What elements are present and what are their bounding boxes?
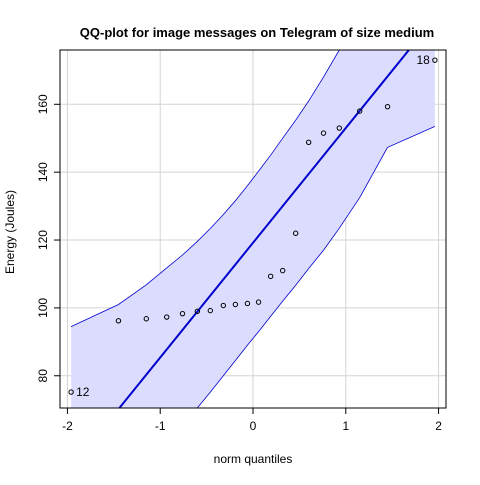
data-point [267,273,274,280]
y-tick-label: 140 [36,162,50,182]
data-point [68,389,74,395]
data-point [164,314,170,320]
band-upper-line [70,50,435,327]
data-point [232,301,239,308]
data-point [320,130,327,136]
data-point [194,308,201,314]
y-tick-label: 160 [36,94,50,114]
data-point [244,300,251,307]
data-point [220,302,227,309]
data-point [292,230,299,236]
y-axis-label: Energy (Joules) [3,190,17,274]
data-point [279,267,286,274]
data-point [143,316,149,322]
data-point [357,108,363,114]
chart-title: QQ-plot for image messages on Telegram o… [80,25,434,40]
y-tick-label: 100 [36,298,50,318]
data-point [255,299,262,305]
data-point [336,125,342,131]
reference-line [118,50,410,408]
x-tick-label: 2 [435,419,442,433]
point-label: 12 [76,385,90,399]
band-lower-line [71,126,436,408]
data-point [432,57,438,63]
x-tick-label: 0 [250,419,257,433]
y-tick-label: 120 [36,230,50,250]
x-tick-label: -1 [155,419,166,433]
y-tick-label: 80 [36,369,50,383]
x-tick-label: -2 [62,419,73,433]
x-tick-label: 1 [342,419,349,433]
x-axis-label: norm quantiles [214,452,293,466]
data-point [384,103,391,110]
point-label: 18 [417,53,431,67]
data-point [305,139,312,145]
data-point [179,310,186,317]
data-point [115,318,122,324]
confidence-band [71,50,435,408]
data-point [207,307,214,314]
